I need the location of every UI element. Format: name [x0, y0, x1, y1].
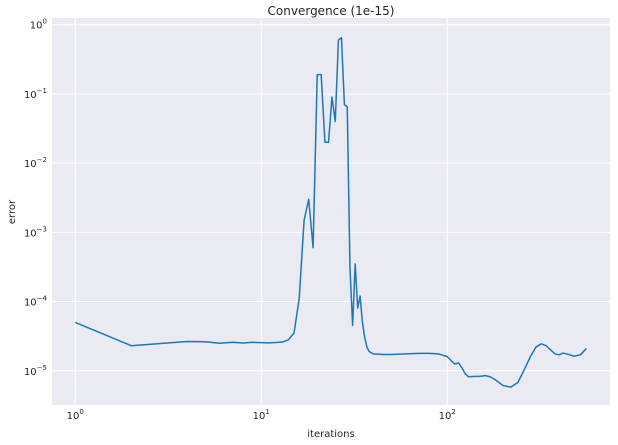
grid-lines [52, 18, 610, 405]
plot-background [52, 18, 610, 405]
y-tick-label: 100 [30, 18, 47, 32]
x-tick-label: 100 [67, 408, 84, 422]
y-tick-label: 10−3 [24, 225, 47, 239]
y-tick-label: 10−2 [24, 156, 47, 170]
chart-title: Convergence (1e-15) [268, 4, 395, 18]
x-axis-label: iterations [307, 429, 354, 440]
y-tick-label: 10−5 [24, 364, 47, 378]
series-layer [74, 36, 587, 388]
y-axis-label: error [7, 199, 18, 224]
x-tick-label: 102 [439, 408, 456, 422]
tick-labels: 100 101 102 10−5 10−4 10−3 10−2 10−1 100 [24, 18, 456, 422]
y-tick-label: 10−1 [24, 87, 47, 101]
error-series-line [74, 36, 587, 388]
x-tick-label: 101 [253, 408, 270, 422]
y-tick-label: 10−4 [24, 295, 48, 309]
